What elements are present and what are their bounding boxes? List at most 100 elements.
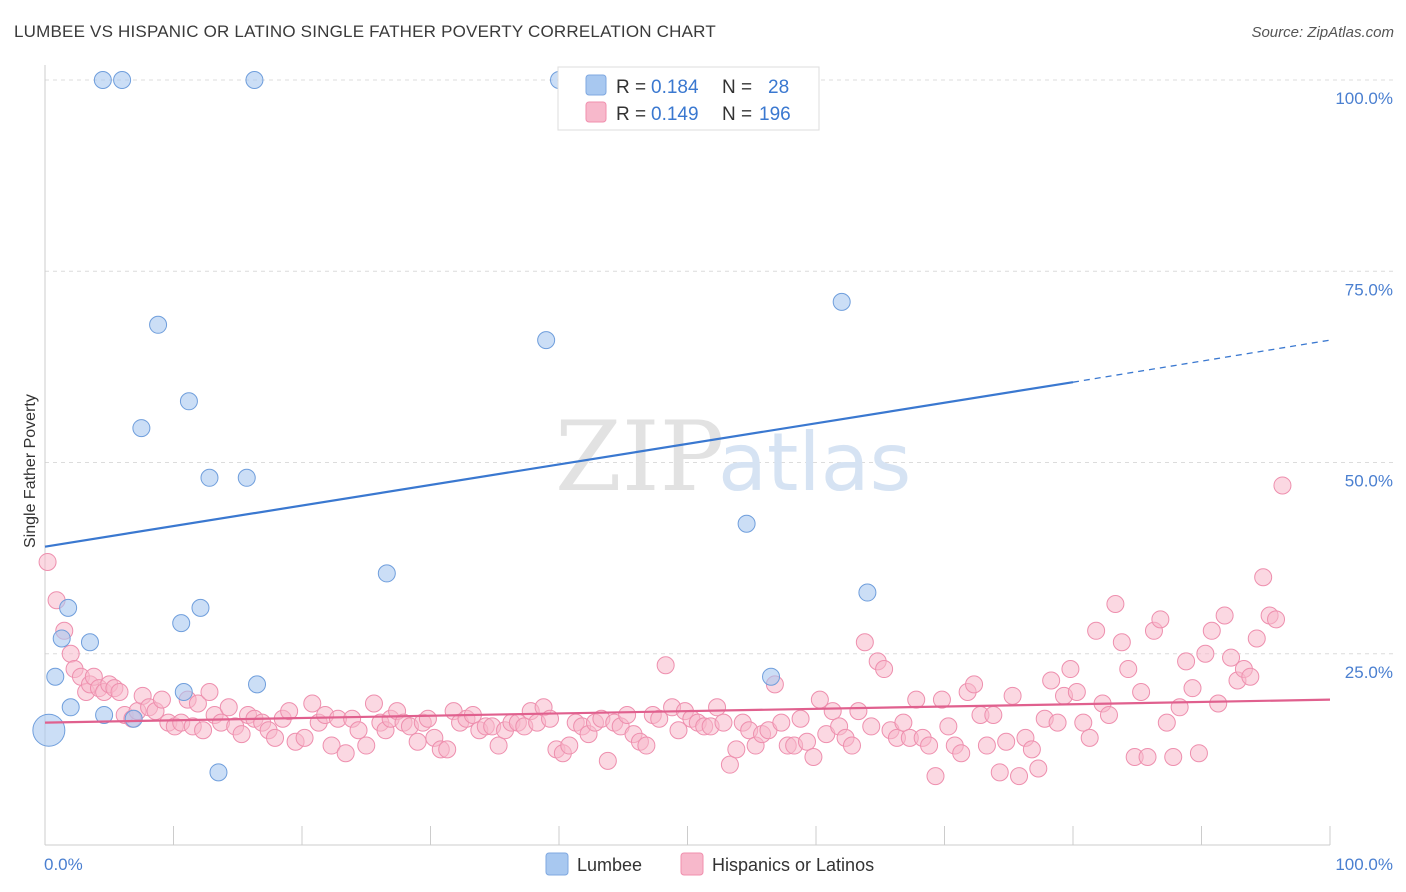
bottom-legend-label-hispanic: Hispanics or Latinos (712, 855, 874, 875)
watermark-zip: ZIP (555, 401, 724, 513)
trend-line-hispanic (44, 698, 1331, 724)
data-point-hispanic (1189, 744, 1208, 763)
data-point-hispanic (932, 690, 951, 709)
legend-swatch-hispanic (585, 101, 607, 123)
data-point-lumbee (59, 598, 78, 617)
data-point-hispanic (920, 736, 939, 755)
legend-n-label-hispanic: N = (722, 104, 752, 125)
data-point-hispanic (598, 751, 617, 770)
trend-lines (44, 339, 1331, 724)
data-point-hispanic (152, 690, 171, 709)
data-point-hispanic (1048, 713, 1067, 732)
data-point-hispanic (855, 633, 874, 652)
watermark: ZIP atlas (555, 401, 911, 513)
data-point-hispanic (1209, 694, 1228, 713)
data-point-hispanic (266, 728, 285, 747)
data-point-hispanic (1106, 595, 1125, 614)
data-point-hispanic (907, 690, 926, 709)
data-point-hispanic (1241, 667, 1260, 686)
data-point-lumbee (93, 71, 112, 89)
data-point-hispanic (1010, 767, 1029, 786)
data-point-lumbee (762, 667, 781, 686)
data-point-lumbee (46, 667, 65, 686)
trend-line-lumbee (44, 381, 1074, 548)
data-point-hispanic (1132, 683, 1151, 701)
data-point-hispanic (1022, 740, 1041, 759)
data-point-hispanic (804, 748, 823, 767)
data-point-hispanic (637, 736, 656, 755)
data-point-hispanic (219, 698, 238, 717)
data-point-hispanic (408, 732, 427, 751)
data-point-hispanic (336, 744, 355, 763)
data-point-lumbee (113, 71, 132, 89)
data-point-hispanic (1003, 686, 1022, 705)
data-point-lumbee (61, 698, 80, 717)
data-point-hispanic (926, 767, 945, 786)
legend-r-label-lumbee: R = (616, 77, 646, 98)
data-point-hispanic (1067, 683, 1086, 701)
data-point-lumbee (200, 468, 219, 487)
data-point-hispanic (894, 713, 913, 732)
data-point-lumbee (80, 633, 99, 652)
data-point-lumbee (172, 614, 191, 633)
data-point-hispanic (1080, 728, 1099, 747)
source-label: Source: ZipAtlas.com (1251, 24, 1394, 41)
data-point-lumbee (248, 675, 267, 694)
y-tick-labels: 100.0% 75.0% 50.0% 25.0% (1335, 89, 1393, 682)
data-point-lumbee (132, 419, 151, 438)
data-point-hispanic (110, 683, 129, 701)
y-axis-title: Single Father Poverty (22, 394, 39, 548)
data-point-hispanic (656, 656, 675, 675)
data-point-lumbee (179, 392, 198, 411)
data-point-hispanic (1087, 621, 1106, 640)
top-legend: R = 0.184 N = 28 R = 0.149 N = 196 (557, 66, 820, 131)
data-point-hispanic (708, 698, 727, 717)
data-point-hispanic (303, 694, 322, 713)
data-point-hispanic (791, 709, 810, 728)
data-point-hispanic (418, 709, 437, 728)
legend-swatch-lumbee (585, 74, 607, 96)
data-point-hispanic (984, 705, 1003, 724)
data-point-hispanic (1177, 652, 1196, 671)
data-point-hispanic (1215, 606, 1234, 625)
data-point-hispanic (875, 660, 894, 679)
data-point-hispanic (618, 705, 637, 724)
data-point-hispanic (232, 725, 251, 744)
data-point-hispanic (772, 713, 791, 732)
x-tick-label: 100.0% (1335, 855, 1393, 874)
data-point-hispanic (720, 755, 739, 774)
data-point-hispanic (280, 702, 299, 721)
bottom-legend: Lumbee Hispanics or Latinos (545, 852, 874, 876)
y-tick-label: 75.0% (1345, 280, 1393, 299)
data-point-lumbee (858, 583, 877, 602)
legend-n-label-lumbee: N = (722, 77, 752, 98)
watermark-atlas: atlas (718, 416, 911, 509)
data-point-lumbee (52, 629, 71, 648)
data-point-hispanic (842, 736, 861, 755)
data-point-lumbee (174, 683, 193, 701)
data-point-lumbee (245, 71, 264, 89)
data-point-hispanic (669, 721, 688, 740)
legend-n-value-hispanic: 196 (759, 104, 791, 125)
data-point-lumbee (32, 713, 66, 747)
y-tick-label: 100.0% (1335, 89, 1393, 108)
data-point-hispanic (1042, 671, 1061, 690)
trend-line-lumbee-projection (1072, 339, 1331, 383)
data-point-hispanic (1151, 610, 1170, 629)
legend-n-value-lumbee: 28 (768, 77, 789, 98)
data-point-hispanic (997, 732, 1016, 751)
data-point-hispanic (1247, 629, 1266, 648)
data-point-hispanic (727, 740, 746, 759)
data-point-hispanic (322, 736, 341, 755)
bottom-legend-label-lumbee: Lumbee (577, 855, 642, 875)
data-point-lumbee (191, 598, 210, 617)
data-point-hispanic (61, 644, 80, 663)
data-point-lumbee (149, 315, 168, 334)
data-point-hispanic (952, 744, 971, 763)
data-point-hispanic (1222, 648, 1241, 667)
data-point-lumbee (95, 705, 114, 724)
chart-title: LUMBEE VS HISPANIC OR LATINO SINGLE FATH… (14, 22, 716, 41)
y-tick-label: 25.0% (1345, 663, 1393, 682)
data-point-lumbee (209, 763, 228, 782)
data-point-hispanic (1119, 660, 1138, 679)
